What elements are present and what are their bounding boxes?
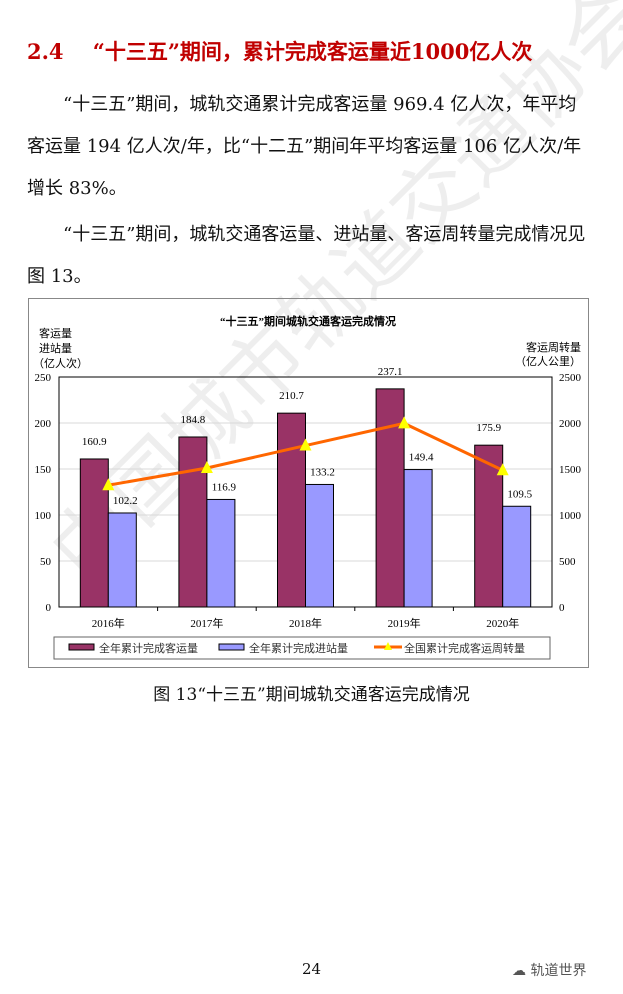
bar-ridership xyxy=(178,436,208,608)
passenger-chart: “十三五”期间城轨交通客运完成情况客运量 进站量 （亿人次） 客运周转量 （亿人公里） 0… xyxy=(28,298,589,668)
y-tick-label: 0 xyxy=(46,602,52,614)
paragraph-2: “十三五”期间，城轨交通客运量、进站量、客运周转量完成情况见图 13。 xyxy=(27,224,586,287)
legend-label: 全年累计完成客运量 xyxy=(99,641,198,655)
brand-text: 轨道世界 xyxy=(530,963,587,979)
x-tick-label: 2020年 xyxy=(486,616,519,630)
y-tick-label: 200 xyxy=(35,418,52,430)
bar-entries xyxy=(403,469,433,608)
line-marker xyxy=(299,438,312,451)
y-tick-label: 50 xyxy=(40,556,52,568)
y2-tick-label: 500 xyxy=(559,556,576,568)
legend-box xyxy=(53,636,551,660)
wechat-icon: ☁ xyxy=(512,963,526,979)
data-label: 160.9 xyxy=(82,436,107,448)
bar-entries xyxy=(206,498,236,608)
y2-tick-label: 2500 xyxy=(559,372,582,384)
right-axis-label: （亿人公里） xyxy=(515,355,581,368)
line-marker xyxy=(496,463,509,476)
y2-tick-label: 2000 xyxy=(559,418,582,430)
line-marker xyxy=(398,416,411,429)
x-tick-label: 2018年 xyxy=(289,616,322,630)
page-number: 24 xyxy=(301,960,322,978)
y-tick-label: 250 xyxy=(35,372,52,384)
bar-entries xyxy=(305,483,334,608)
x-tick-label: 2016年 xyxy=(92,616,125,630)
chart-title: “十三五”期间城轨交通客运完成情况 xyxy=(220,314,396,328)
data-label: 175.9 xyxy=(476,422,501,434)
y2-tick-label: 0 xyxy=(559,602,565,614)
bar-ridership xyxy=(375,388,405,608)
legend-swatch xyxy=(68,643,95,651)
bar-entries xyxy=(502,505,532,608)
right-axis-label: 客运周转量 xyxy=(526,340,581,354)
data-label: 109.5 xyxy=(507,488,532,500)
line-marker xyxy=(200,460,213,473)
data-label: 184.8 xyxy=(181,414,206,426)
section-heading: 2.4 “十三五”期间，累计完成客运量近1000亿人次 xyxy=(27,39,533,64)
line-marker xyxy=(102,478,115,491)
y-tick-label: 150 xyxy=(35,464,52,476)
x-tick-label: 2017年 xyxy=(190,616,223,630)
paragraph-1: “十三五”期间，城轨交通累计完成客运量 969.4 亿人次，年平均客运量 194… xyxy=(27,94,582,199)
y2-tick-label: 1000 xyxy=(559,510,582,522)
data-label: 102.2 xyxy=(113,495,138,507)
left-axis-label: 进站量 xyxy=(39,341,72,355)
data-label: 116.9 xyxy=(212,481,237,493)
bar-entries xyxy=(107,512,137,608)
figure-caption: 图 13“十三五”期间城轨交通客运完成情况 xyxy=(153,685,470,705)
y2-tick-label: 1500 xyxy=(559,464,582,476)
legend-swatch xyxy=(218,643,245,651)
left-axis-label: 客运量 xyxy=(39,326,72,340)
legend-label: 全国累计完成客运周转量 xyxy=(404,641,525,655)
bar-ridership xyxy=(277,412,306,608)
left-axis-label: （亿人次） xyxy=(33,356,88,370)
bar-ridership xyxy=(79,458,109,608)
data-label: 149.4 xyxy=(409,452,434,464)
data-label: 210.7 xyxy=(279,390,304,402)
legend-label: 全年累计完成进站量 xyxy=(249,641,348,655)
data-label: 237.1 xyxy=(378,366,403,378)
x-tick-label: 2019年 xyxy=(388,616,421,630)
y-tick-label: 100 xyxy=(35,510,52,522)
data-label: 133.2 xyxy=(310,466,335,478)
brand-label: ☁ 轨道世界 xyxy=(512,960,586,980)
legend-marker xyxy=(384,642,392,650)
